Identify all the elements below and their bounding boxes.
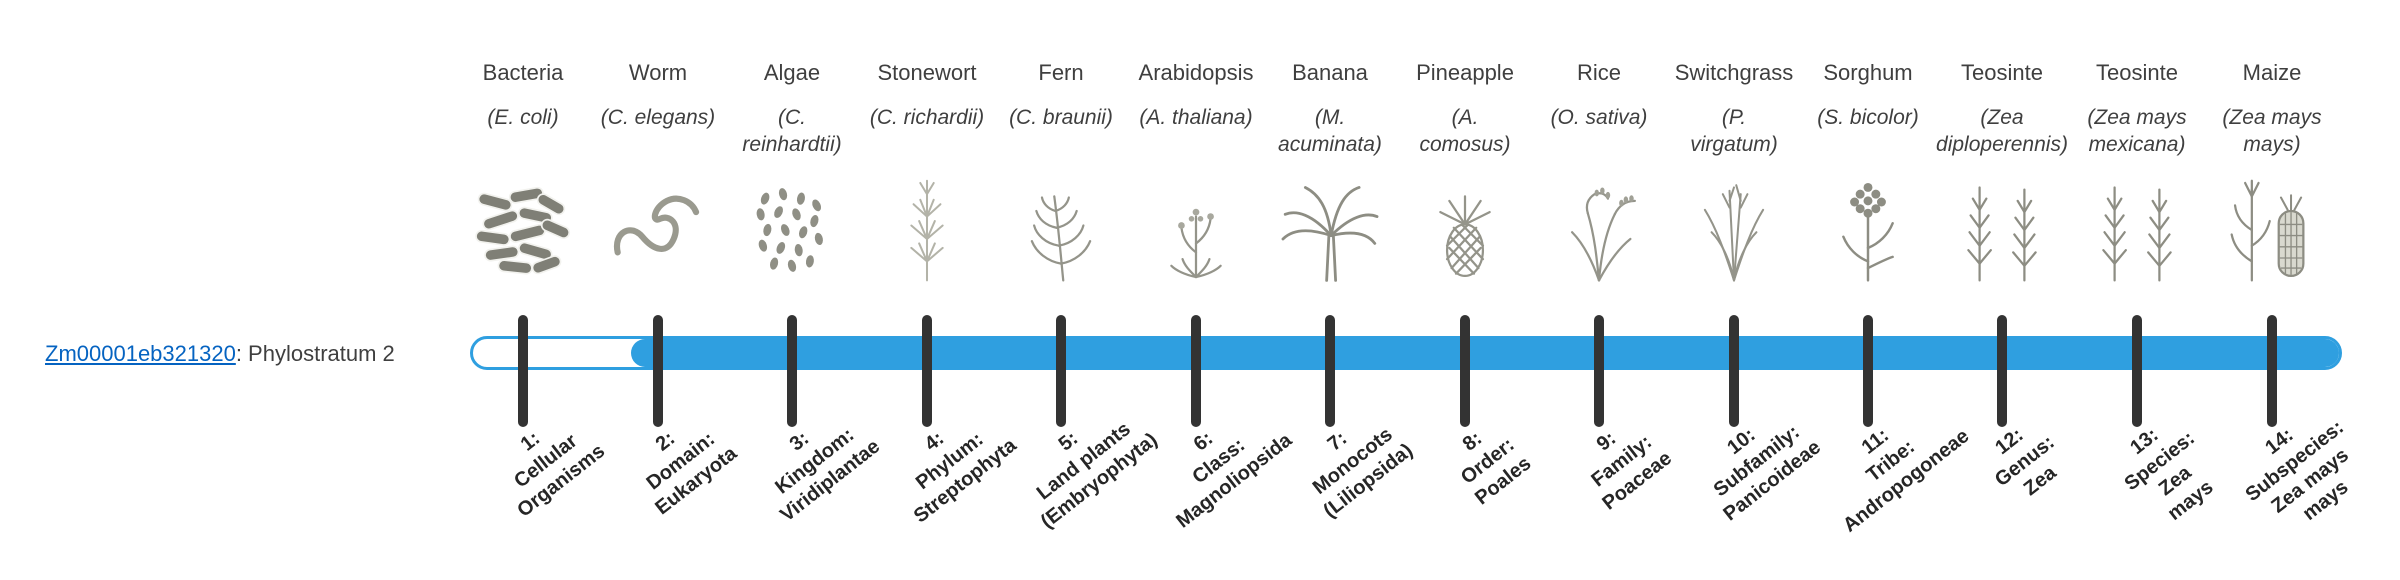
phylostratum-tick — [1594, 315, 1604, 427]
phylostratum-tick — [518, 315, 528, 427]
phylostratum-tick — [653, 315, 663, 427]
gene-link[interactable]: Zm00001eb321320 — [45, 341, 236, 366]
organism-common-name: Banana — [1292, 60, 1368, 85]
organism-common-name: Stonewort — [877, 60, 977, 85]
phylostratum-bar — [470, 336, 2342, 370]
organism-scientific-name: (Zea mays mexicana) — [2087, 106, 2187, 156]
organism-common-name: Worm — [628, 60, 688, 85]
sorghum-icon — [1806, 168, 1930, 286]
organism-common-name: Bacteria — [482, 60, 564, 85]
organism-common-name: Algae — [763, 60, 821, 85]
organism-common-name: Teosinte — [2096, 60, 2178, 85]
organism-scientific-name: (M. acuminata) — [1278, 106, 1382, 156]
phylostratum-tick — [2132, 315, 2142, 427]
organism-common-name: Fern — [1038, 60, 1084, 85]
organism-common-name: Sorghum — [1823, 60, 1913, 85]
organism-scientific-name: (C. reinhardtii) — [742, 106, 842, 156]
organism-common-name: Switchgrass — [1674, 60, 1794, 85]
organism-common-name: Maize — [2242, 60, 2302, 85]
phylostratum-tick — [1325, 315, 1335, 427]
organism-common-name: Rice — [1576, 60, 1621, 85]
maize-icon — [2210, 168, 2334, 286]
phylostratum-tick — [2267, 315, 2277, 427]
bacteria-icon — [461, 168, 585, 286]
arabidopsis-icon — [1134, 168, 1258, 286]
worm-icon — [596, 168, 720, 286]
phylostratum-tick — [1056, 315, 1066, 427]
phylostratum-tick — [1729, 315, 1739, 427]
phylostratum-tick — [1863, 315, 1873, 427]
phylostratum-tick — [1997, 315, 2007, 427]
gene-label: Zm00001eb321320: Phylostratum 2 — [45, 340, 395, 368]
fern-icon — [999, 168, 1123, 286]
phylostratum-tick — [1460, 315, 1470, 427]
algae-icon — [730, 168, 854, 286]
phylostratum-tick — [1191, 315, 1201, 427]
stonewort-icon — [865, 168, 989, 286]
banana-icon — [1268, 168, 1392, 286]
organism-common-name: Teosinte — [1961, 60, 2043, 85]
pineapple-icon — [1403, 168, 1527, 286]
organism-scientific-name: (E. coli) — [487, 106, 559, 129]
teosinte-icon — [1940, 168, 2064, 286]
organism-scientific-name: (P. virgatum) — [1690, 106, 1778, 156]
teosinte-icon — [2075, 168, 2199, 286]
gene-phylostratum-text: : Phylostratum 2 — [235, 341, 395, 366]
organism-scientific-name: (S. bicolor) — [1817, 106, 1919, 129]
rice-icon — [1537, 168, 1661, 286]
organism-scientific-name: (A. thaliana) — [1139, 106, 1253, 129]
organism-scientific-name: (A. comosus) — [1419, 106, 1511, 156]
organism-scientific-name: (Zea diploperennis) — [1936, 106, 2068, 156]
switchgrass-icon — [1672, 168, 1796, 286]
organism-scientific-name: (C. braunii) — [1009, 106, 1113, 129]
phylostratum-tick — [922, 315, 932, 427]
organism-scientific-name: (C. elegans) — [600, 106, 716, 129]
organism-scientific-name: (O. sativa) — [1550, 106, 1648, 129]
organism-common-name: Pineapple — [1416, 60, 1514, 85]
organism-common-name: Arabidopsis — [1138, 60, 1254, 85]
phylostratum-bar-fill — [631, 339, 2339, 367]
organism-scientific-name: (Zea mays mays) — [2222, 106, 2322, 156]
phylostratum-tick — [787, 315, 797, 427]
organism-scientific-name: (C. richardii) — [869, 106, 985, 129]
